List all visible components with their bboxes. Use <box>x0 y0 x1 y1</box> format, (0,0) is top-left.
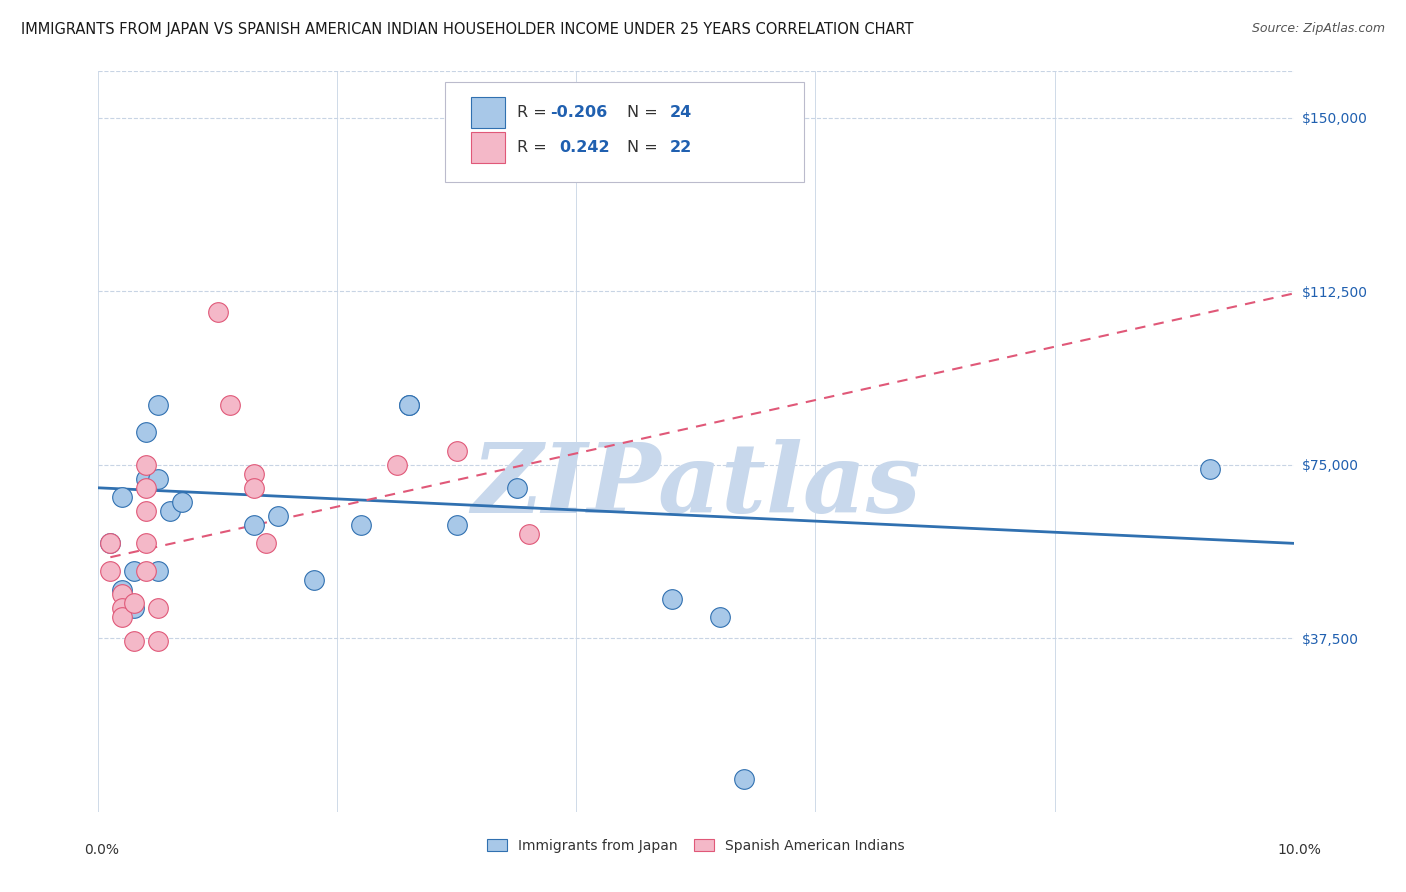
Point <box>148 564 170 578</box>
Point <box>709 610 731 624</box>
Text: 0.0%: 0.0% <box>84 843 118 857</box>
Point <box>302 574 325 588</box>
Point <box>446 517 468 532</box>
Point <box>243 517 266 532</box>
Point <box>111 490 134 504</box>
Point <box>398 398 420 412</box>
FancyBboxPatch shape <box>471 132 505 163</box>
Legend: Immigrants from Japan, Spanish American Indians: Immigrants from Japan, Spanish American … <box>482 833 910 858</box>
Point <box>135 458 157 472</box>
Text: 22: 22 <box>669 140 692 155</box>
FancyBboxPatch shape <box>471 96 505 128</box>
Point <box>98 536 122 550</box>
Point <box>506 481 529 495</box>
Text: N =: N = <box>627 140 662 155</box>
Text: N =: N = <box>627 104 662 120</box>
Point <box>243 467 266 481</box>
Point <box>135 425 157 440</box>
Point <box>385 458 409 472</box>
Point <box>159 504 181 518</box>
Point <box>124 597 146 611</box>
Point <box>124 601 146 615</box>
Point <box>135 481 157 495</box>
Text: Source: ZipAtlas.com: Source: ZipAtlas.com <box>1251 22 1385 36</box>
Text: R =: R = <box>517 104 551 120</box>
Text: 0.242: 0.242 <box>560 140 610 155</box>
Point <box>124 633 146 648</box>
Point <box>148 398 170 412</box>
Point <box>135 471 157 485</box>
Point <box>254 536 277 550</box>
Text: IMMIGRANTS FROM JAPAN VS SPANISH AMERICAN INDIAN HOUSEHOLDER INCOME UNDER 25 YEA: IMMIGRANTS FROM JAPAN VS SPANISH AMERICA… <box>21 22 914 37</box>
Point <box>135 504 157 518</box>
Point <box>124 564 146 578</box>
Point <box>111 587 134 601</box>
Point <box>111 582 134 597</box>
Point <box>219 398 242 412</box>
Text: -0.206: -0.206 <box>550 104 607 120</box>
Text: 24: 24 <box>669 104 692 120</box>
Point <box>135 536 157 550</box>
Text: R =: R = <box>517 140 557 155</box>
Point <box>98 536 122 550</box>
Point <box>398 398 420 412</box>
Point <box>148 601 170 615</box>
Point <box>1199 462 1222 476</box>
Point <box>135 564 157 578</box>
Point <box>148 471 170 485</box>
Point <box>148 633 170 648</box>
Point <box>172 494 194 508</box>
FancyBboxPatch shape <box>446 82 804 183</box>
Point <box>267 508 290 523</box>
Text: 10.0%: 10.0% <box>1277 843 1322 857</box>
Point <box>207 305 229 319</box>
Point <box>517 527 540 541</box>
Point <box>661 591 683 606</box>
Point <box>98 564 122 578</box>
Point <box>733 772 755 787</box>
Point <box>111 610 134 624</box>
Text: ZIPatlas: ZIPatlas <box>471 439 921 533</box>
Point <box>446 443 468 458</box>
Point <box>350 517 373 532</box>
Point <box>243 481 266 495</box>
Point <box>111 601 134 615</box>
